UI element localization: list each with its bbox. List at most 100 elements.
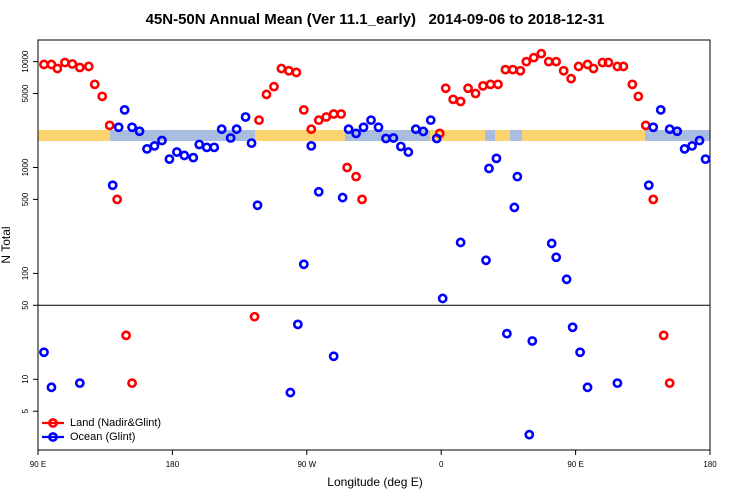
x-tick-label: 180 (703, 460, 717, 469)
point (694, 135, 705, 146)
point (306, 124, 317, 135)
point (292, 319, 303, 330)
point (485, 79, 496, 90)
point (121, 330, 132, 341)
point (507, 64, 518, 75)
point (112, 194, 123, 205)
point (500, 64, 511, 75)
ocean-band (510, 130, 522, 141)
point (528, 52, 539, 63)
point (246, 138, 257, 149)
point (648, 194, 659, 205)
point (618, 61, 629, 72)
x-axis-label: Longitude (deg E) (327, 475, 422, 489)
point (104, 120, 115, 131)
y-axis-label: N Total (0, 226, 13, 263)
point (313, 186, 324, 197)
point (306, 140, 317, 151)
point (546, 238, 557, 249)
point (52, 63, 63, 74)
plot-frame (37, 39, 711, 451)
point (561, 274, 572, 285)
point (313, 115, 324, 126)
point (134, 126, 145, 137)
point (655, 104, 666, 115)
point (225, 133, 236, 143)
point (351, 171, 361, 182)
point (455, 237, 466, 248)
point (558, 65, 569, 76)
point (478, 80, 488, 91)
point (39, 347, 49, 358)
point (575, 347, 585, 358)
y-tick-label: 10 (21, 374, 30, 383)
point (59, 57, 70, 68)
point (582, 382, 593, 393)
point (491, 153, 502, 164)
point (455, 96, 466, 107)
point (512, 171, 523, 182)
point (418, 126, 429, 137)
point (493, 79, 503, 90)
point (283, 65, 294, 76)
point (658, 330, 669, 341)
point (342, 162, 353, 173)
point (328, 109, 339, 119)
point (39, 59, 49, 70)
point (425, 115, 436, 126)
point (83, 61, 94, 72)
point (89, 79, 100, 90)
point (298, 104, 309, 115)
legend-marker (48, 432, 58, 442)
point (484, 163, 494, 174)
point (633, 91, 644, 102)
point (113, 122, 124, 133)
point (127, 378, 137, 389)
point (567, 322, 578, 333)
point (603, 57, 614, 68)
y-tick-label: 1000 (21, 158, 30, 176)
point (672, 126, 683, 137)
point (687, 140, 697, 151)
point (700, 154, 711, 165)
point (252, 200, 263, 211)
point (351, 128, 361, 139)
point (337, 192, 348, 203)
point (664, 378, 675, 389)
point (448, 94, 459, 105)
point (440, 83, 451, 94)
point (536, 48, 547, 59)
point (254, 115, 264, 126)
point (336, 109, 347, 119)
point (164, 154, 175, 165)
y-tick-label: 10000 (21, 50, 30, 73)
point (240, 112, 251, 122)
point (410, 124, 421, 135)
point (481, 255, 491, 266)
point (321, 112, 332, 122)
point (509, 202, 520, 213)
point (74, 62, 85, 73)
legend-label: Land (Nadir&Glint) (70, 417, 161, 429)
point (573, 61, 584, 72)
point (643, 180, 654, 191)
point (627, 79, 638, 90)
point (269, 81, 279, 92)
legend-marker (48, 418, 58, 428)
point (46, 382, 57, 393)
point (357, 194, 367, 205)
point (566, 73, 577, 84)
point (261, 89, 272, 100)
point (612, 378, 623, 389)
point (437, 293, 448, 304)
y-tick-label: 5 (21, 408, 30, 413)
legend-label: Ocean (Glint) (70, 431, 135, 443)
point (231, 124, 242, 135)
point (149, 140, 160, 151)
point (502, 328, 512, 339)
y-tick-label: 50 (21, 300, 30, 309)
point (291, 67, 302, 78)
point (127, 122, 137, 133)
point (157, 135, 167, 146)
point (403, 147, 414, 157)
